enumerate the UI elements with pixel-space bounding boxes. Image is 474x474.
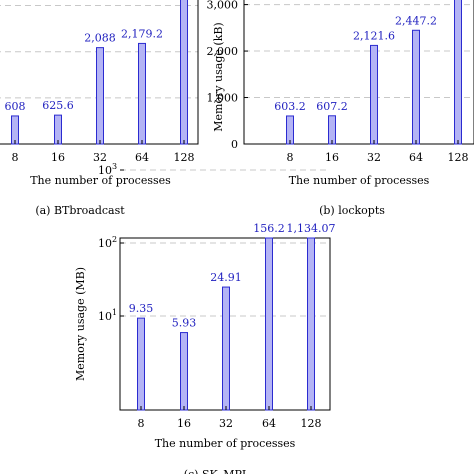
- data-label: 607.2: [316, 100, 348, 113]
- chart-lockopts: 0 1,000 2,000 3,000 8 603.2 16 607.2 32 2,121.6 64…: [207, 0, 474, 217]
- chart-caption: (c) SK_MPI: [184, 468, 247, 474]
- y-tick-label: 2,000: [207, 45, 239, 58]
- bar: [307, 237, 315, 411]
- y-tick-label: 0: [231, 138, 238, 151]
- x-tick-label: 64: [409, 151, 423, 164]
- bar: [138, 42, 146, 145]
- x-axis-label: The number of processes: [155, 437, 296, 450]
- bar: [11, 115, 19, 145]
- x-tick-label: 8: [12, 151, 19, 164]
- data-label: 2,088: [84, 32, 116, 45]
- y-tick-label: 103: [98, 162, 117, 177]
- y-axis-label: Memory usage (kB): [212, 22, 225, 131]
- y-tick-label: 101: [98, 308, 117, 323]
- x-tick-label: 128: [301, 417, 322, 430]
- bar: [54, 114, 62, 145]
- x-tick-label: 32: [367, 151, 381, 164]
- bar: [222, 286, 230, 411]
- data-label: 625.6: [42, 99, 74, 112]
- y-tick-label: 1,000: [207, 92, 239, 105]
- bar: [180, 332, 188, 411]
- y-tick-label: 102: [98, 235, 117, 250]
- bar: [370, 44, 378, 145]
- x-tick-label: 64: [135, 151, 149, 164]
- data-label: 1,134.07: [287, 222, 336, 235]
- x-tick-label: 16: [177, 417, 191, 430]
- bar: [96, 47, 104, 145]
- data-label: 24.91: [210, 271, 242, 284]
- x-axis-label: The number of processes: [30, 174, 171, 187]
- bar: [265, 237, 273, 411]
- y-axis-label: Memory usage (MB): [74, 267, 87, 381]
- x-tick-label: 8: [138, 417, 145, 430]
- data-label: 5.93: [172, 317, 197, 330]
- y-tick-label: 3,000: [207, 0, 239, 12]
- data-label: 2,447.2: [395, 14, 437, 27]
- data-label: 603.2: [274, 100, 306, 113]
- x-tick-label: 64: [262, 417, 276, 430]
- chart-sk-mpi: 101 102 103 8 9.35 16 5.93 32 24.91 64 156.2 128 1,1…: [74, 162, 335, 474]
- bar: [412, 29, 420, 145]
- x-tick-label: 16: [51, 151, 65, 164]
- x-tick-label: 16: [325, 151, 339, 164]
- data-label: 156.2: [253, 222, 285, 235]
- bar: [454, 0, 462, 145]
- chart-caption: (b) lockopts: [319, 204, 385, 217]
- axes-frame: [243, 0, 474, 145]
- x-tick-label: 32: [93, 151, 107, 164]
- x-tick-label: 32: [219, 417, 233, 430]
- x-tick-label: 128: [174, 151, 195, 164]
- bar: [328, 115, 336, 145]
- bar: [180, 0, 188, 145]
- chart-caption: (a) BTbroadcast: [35, 204, 125, 217]
- data-label: 9.35: [129, 302, 154, 315]
- x-axis-label: The number of processes: [289, 174, 430, 187]
- x-tick-label: 128: [448, 151, 469, 164]
- data-label: 2,179.2: [121, 27, 163, 40]
- bar: [286, 115, 294, 145]
- bar: [137, 317, 145, 411]
- data-label: 608: [5, 100, 26, 113]
- data-label: 2,121.6: [353, 29, 395, 42]
- x-tick-label: 8: [287, 151, 294, 164]
